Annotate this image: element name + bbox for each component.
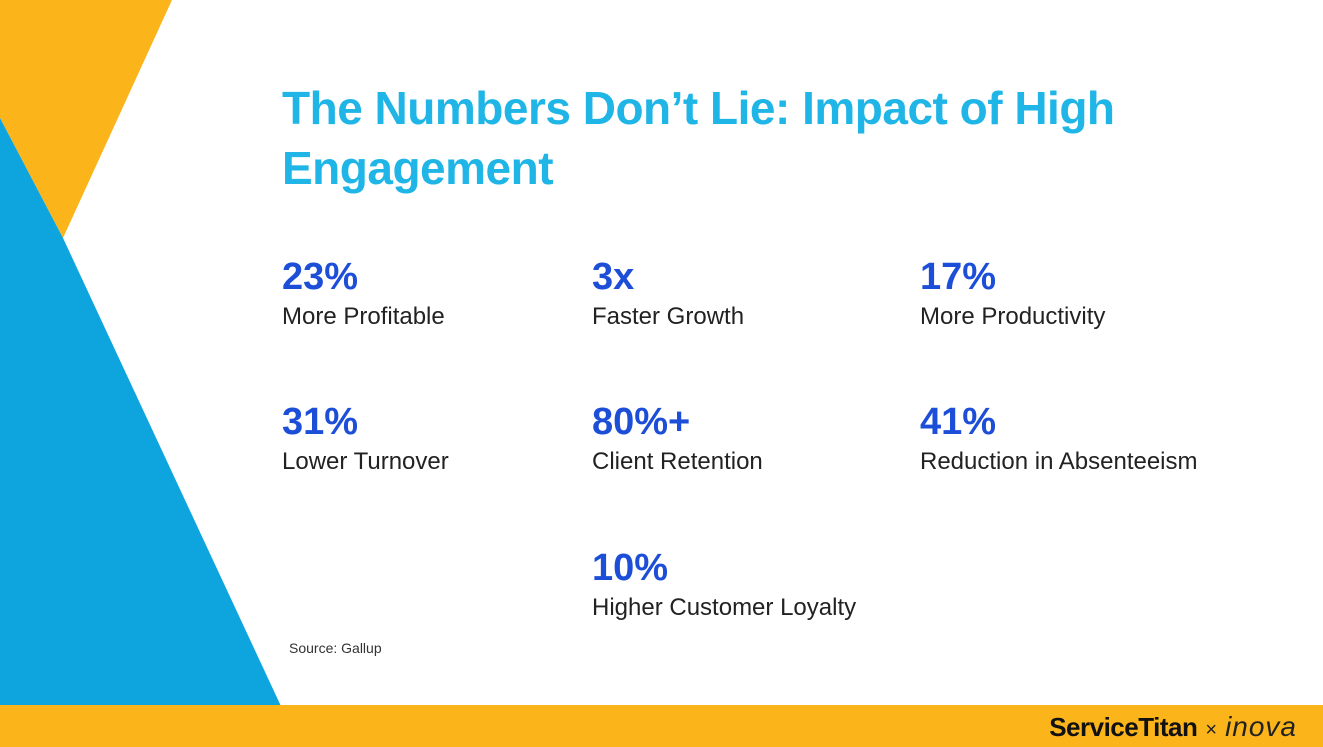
stat-label: Lower Turnover [282, 448, 449, 475]
stat-label: Higher Customer Loyalty [592, 594, 857, 621]
stat-more-productivity: 17% More Productivity [920, 255, 1105, 333]
brand-logos: ServiceTitan × inova [1049, 711, 1297, 743]
stat-label: Faster Growth [592, 303, 745, 330]
stat-value: 10% [592, 547, 669, 589]
stat-reduction-absenteeism: 41% Reduction in Absenteeism [920, 400, 1198, 478]
slide-title: The Numbers Don’t Lie: Impact of High En… [282, 82, 1115, 194]
footer-bar [0, 705, 1323, 747]
yellow-triangle [0, 0, 172, 238]
stat-label: More Profitable [282, 303, 445, 330]
stat-value: 31% [282, 401, 359, 443]
stat-value: 80%+ [592, 401, 691, 443]
source-note: Source: Gallup [289, 640, 382, 656]
stat-faster-growth: 3x Faster Growth [592, 255, 744, 333]
inova-logo: inova [1225, 711, 1297, 742]
stat-value: 23% [282, 256, 359, 298]
stat-lower-turnover: 31% Lower Turnover [282, 400, 449, 478]
stat-value: 41% [920, 401, 997, 443]
logo-separator: × [1205, 719, 1218, 741]
stat-value: 17% [920, 256, 997, 298]
stat-label: Reduction in Absenteeism [920, 448, 1198, 475]
stat-customer-loyalty: 10% Higher Customer Loyalty [592, 546, 856, 624]
stat-label: More Productivity [920, 303, 1106, 330]
stat-value: 3x [592, 256, 635, 298]
stat-label: Client Retention [592, 448, 763, 475]
servicetitan-logo: ServiceTitan [1049, 712, 1198, 742]
stat-client-retention: 80%+ Client Retention [592, 400, 763, 478]
blue-triangle [0, 118, 300, 747]
stat-more-profitable: 23% More Profitable [282, 255, 445, 333]
